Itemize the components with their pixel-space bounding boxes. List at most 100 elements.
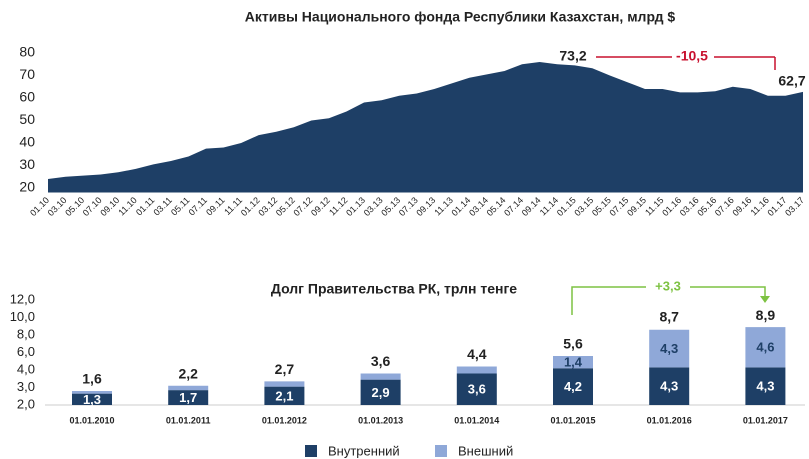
x-tick-label: 07.15 xyxy=(608,195,631,218)
annotation-line xyxy=(571,286,646,315)
y-tick-label: 12,0 xyxy=(10,291,35,306)
total-label: 5,6 xyxy=(563,336,583,352)
annotation: -10,5 xyxy=(676,48,708,64)
x-tick-label: 01.13 xyxy=(344,195,367,218)
data-label: 4,3 xyxy=(660,379,678,394)
bar-segment xyxy=(456,373,497,405)
x-tick-label: 09.10 xyxy=(98,195,121,218)
bar-segment xyxy=(456,366,497,374)
x-tick-label: 01.01.2013 xyxy=(358,415,403,425)
x-tick-label: 03.15 xyxy=(572,195,595,218)
y-tick-label: 4,0 xyxy=(17,361,35,376)
y-tick-label: 60 xyxy=(19,89,35,105)
x-tick-label: 01.14 xyxy=(449,195,472,218)
total-label: 4,4 xyxy=(467,346,487,362)
legend-label: Внутренний xyxy=(328,443,400,458)
bar-segment xyxy=(168,390,209,405)
x-tick-label: 07.11 xyxy=(187,195,210,218)
bar-segment xyxy=(360,373,401,380)
x-tick-label: 01.01.2017 xyxy=(743,415,788,425)
x-tick-label: 01.01.2015 xyxy=(550,415,595,425)
x-tick-label: 05.12 xyxy=(274,195,297,218)
x-tick-label: 05.10 xyxy=(63,195,86,218)
legend-swatch xyxy=(435,445,447,457)
x-tick-label: 07.12 xyxy=(291,195,314,218)
annotation: 73,2 xyxy=(559,48,586,64)
y-tick-label: 50 xyxy=(19,111,35,127)
legend-swatch xyxy=(305,445,317,457)
total-label: 8,9 xyxy=(756,307,776,323)
x-tick-label: 07.13 xyxy=(397,195,420,218)
data-label: 4,3 xyxy=(660,341,678,356)
x-tick-label: 01.01.2016 xyxy=(647,415,692,425)
x-tick-label: 07.10 xyxy=(81,195,104,218)
data-label: 4,6 xyxy=(756,340,774,355)
y-tick-label: 8,0 xyxy=(17,326,35,341)
x-tick-label: 01.01.2012 xyxy=(262,415,307,425)
x-tick-label: 01.10 xyxy=(28,195,51,218)
area xyxy=(48,62,803,193)
bar-segment xyxy=(553,356,593,369)
data-label: 2,1 xyxy=(275,388,293,403)
x-tick-label: 01.12 xyxy=(239,195,262,218)
x-tick-label: 03.16 xyxy=(678,195,701,218)
x-tick-label: 01.15 xyxy=(555,195,578,218)
x-tick-label: 01.17 xyxy=(766,195,789,218)
bar-segment xyxy=(360,379,401,405)
y-tick-label: 3,0 xyxy=(17,379,35,394)
x-tick-label: 09.12 xyxy=(309,195,332,218)
y-tick-label: 20 xyxy=(19,179,35,195)
bar-segment xyxy=(553,368,593,405)
bar-segment xyxy=(745,327,786,368)
data-label: 1,3 xyxy=(83,392,101,407)
x-tick-label: 03.13 xyxy=(362,195,385,218)
total-label: 2,2 xyxy=(178,365,198,381)
bar-segment xyxy=(264,381,305,387)
x-tick-label: 05.14 xyxy=(485,195,508,218)
annotation: 62,7 xyxy=(778,73,805,89)
bar-segment xyxy=(168,385,209,391)
x-tick-label: 01.01.2014 xyxy=(454,415,499,425)
total-label: 3,6 xyxy=(371,353,391,369)
x-tick-label: 05.11 xyxy=(169,195,192,218)
legend-label: Внешний xyxy=(458,443,513,458)
x-tick-label: 09.16 xyxy=(730,195,753,218)
x-tick-label: 09.13 xyxy=(414,195,437,218)
x-tick-label: 05.15 xyxy=(590,195,613,218)
y-tick-label: 40 xyxy=(19,134,35,150)
data-label: 4,3 xyxy=(756,379,774,394)
annotation-arrow xyxy=(760,296,770,303)
x-tick-label: 11.10 xyxy=(116,195,139,218)
total-label: 8,7 xyxy=(659,309,679,325)
data-label: 1,4 xyxy=(564,355,583,370)
x-tick-label: 05.16 xyxy=(695,195,718,218)
annotation: +3,3 xyxy=(655,278,681,293)
bar-segment xyxy=(72,391,112,394)
y-tick-label: 6,0 xyxy=(17,344,35,359)
y-tick-label: 70 xyxy=(19,66,35,82)
data-label: 4,2 xyxy=(564,379,582,394)
bar-segment xyxy=(649,367,690,405)
data-label: 1,7 xyxy=(179,390,197,405)
y-tick-label: 30 xyxy=(19,156,35,172)
chart-title: Активы Национального фонда Республики Ка… xyxy=(245,9,676,25)
bar-segment xyxy=(264,386,305,405)
bar-segment xyxy=(745,367,786,405)
data-label: 2,9 xyxy=(372,385,390,400)
bar-segment xyxy=(649,329,690,368)
x-tick-label: 03.12 xyxy=(256,195,279,218)
x-tick-label: 09.15 xyxy=(625,195,648,218)
x-tick-label: 09.11 xyxy=(204,195,227,218)
data-label: 3,6 xyxy=(468,382,486,397)
x-tick-label: 03.14 xyxy=(467,195,490,218)
x-tick-label: 03.17 xyxy=(783,195,806,218)
x-tick-label: 03.11 xyxy=(151,195,174,218)
x-tick-label: 05.13 xyxy=(379,195,402,218)
y-tick-label: 80 xyxy=(19,44,35,60)
y-tick-label: 10,0 xyxy=(10,309,35,324)
x-tick-label: 01.11 xyxy=(134,195,157,218)
x-tick-label: 07.14 xyxy=(502,195,525,218)
x-tick-label: 07.16 xyxy=(713,195,736,218)
x-tick-label: 03.10 xyxy=(46,195,69,218)
total-label: 2,7 xyxy=(275,361,295,377)
